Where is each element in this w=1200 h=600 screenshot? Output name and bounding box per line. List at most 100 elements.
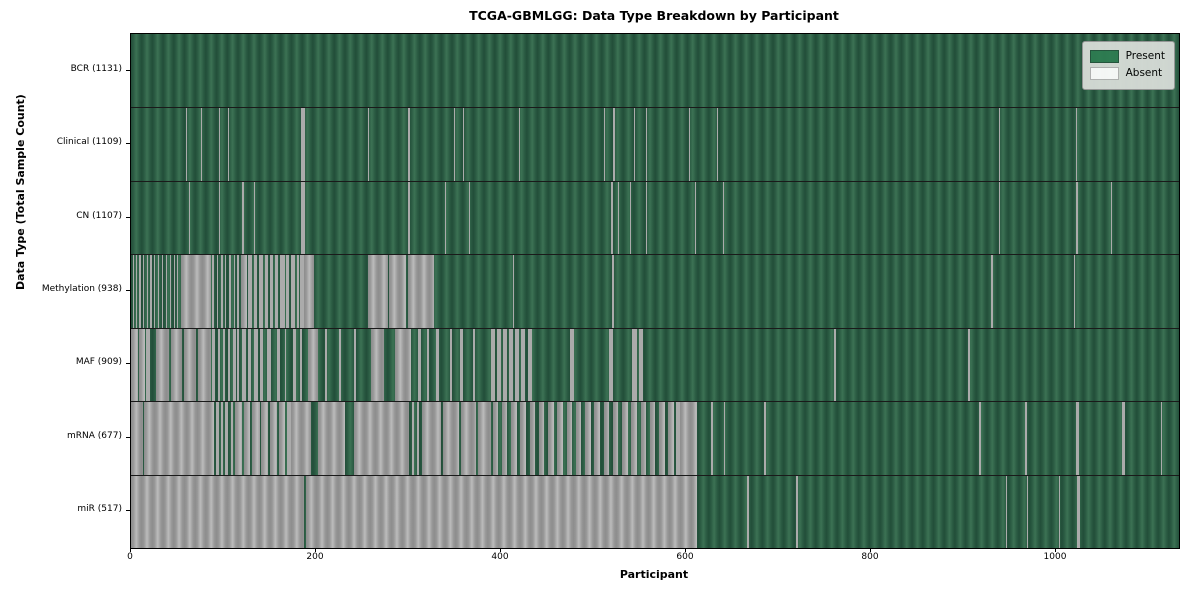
absent-cell: [170, 328, 182, 402]
data-row-Clinical: [131, 107, 1179, 181]
absent-cell: [1121, 402, 1126, 475]
absent-cell: [291, 255, 295, 328]
y-tick-label-BCR: BCR (1131): [70, 63, 122, 74]
absent-cell: [131, 402, 144, 475]
absent-cell: [511, 402, 517, 475]
absent-cell: [477, 402, 491, 475]
y-axis: BCR (1131) Clinical (1109) CN (1107) Methyl…: [0, 0, 130, 600]
absent-cell: [197, 328, 211, 402]
absent-cell: [277, 328, 280, 402]
absent-cell: [265, 255, 268, 328]
absent-cell: [269, 255, 274, 328]
absent-cell: [1074, 255, 1076, 328]
absent-cell: [1160, 402, 1163, 475]
absent-cell: [492, 402, 499, 475]
data-row-mRNA: [131, 401, 1179, 475]
absent-cell: [258, 255, 264, 328]
absent-cell: [183, 328, 196, 402]
absent-cell: [688, 108, 690, 181]
absent-cell: [453, 108, 455, 181]
absent-cell: [155, 328, 169, 402]
absent-cell: [520, 402, 526, 475]
chart-title: TCGA-GBMLGG: Data Type Breakdown by Part…: [469, 8, 839, 23]
absent-cell: [241, 328, 246, 402]
absent-cell: [241, 181, 244, 255]
absent-cell: [514, 328, 520, 402]
absent-cell: [143, 255, 144, 328]
absent-cell: [722, 181, 724, 255]
x-axis-label: Participant: [619, 568, 689, 581]
absent-cell: [216, 402, 219, 475]
absent-cell: [300, 255, 304, 328]
absent-cell: [407, 108, 411, 181]
absent-cell: [301, 181, 305, 255]
absent-cell: [611, 181, 613, 255]
absent-cell: [796, 475, 798, 548]
absent-cell: [394, 328, 412, 402]
y-tick-mark: [126, 510, 130, 512]
x-tick-label-1000: 1000: [1043, 552, 1067, 562]
absent-cell: [228, 328, 230, 402]
absent-cell: [998, 181, 1001, 255]
absent-cell: [612, 108, 615, 181]
absent-cell: [668, 402, 674, 475]
absent-cell: [325, 328, 328, 402]
y-tick-label-mRNA: mRNA (677): [67, 430, 122, 441]
absent-cell: [445, 181, 447, 255]
absent-cell: [139, 255, 142, 328]
absent-cell: [461, 402, 476, 475]
absent-cell: [527, 328, 533, 402]
absent-cell: [603, 402, 610, 475]
absent-cell: [154, 255, 156, 328]
absent-cell: [218, 181, 220, 255]
absent-cell: [513, 255, 514, 328]
absent-cell: [1076, 108, 1078, 181]
absent-cell: [723, 402, 725, 475]
absent-cell: [261, 402, 268, 475]
absent-cell: [649, 402, 656, 475]
x-tick-label-600: 600: [676, 552, 694, 562]
data-row-MAF: [131, 327, 1179, 402]
absent-cell: [233, 255, 235, 328]
absent-cell: [631, 402, 637, 475]
absent-cell: [150, 255, 153, 328]
absent-cell: [640, 402, 647, 475]
absent-cell: [201, 108, 203, 181]
absent-cell: [254, 181, 255, 255]
absent-cell: [131, 475, 304, 548]
absent-cell: [189, 181, 191, 255]
absent-cell: [979, 402, 982, 475]
absent-cell: [490, 328, 496, 402]
absent-cell: [139, 328, 145, 402]
absent-cell: [237, 255, 240, 328]
absent-cell: [763, 402, 766, 475]
absent-cell: [161, 255, 164, 328]
absent-cell: [968, 328, 970, 402]
absent-cell: [638, 328, 643, 402]
absent-cell: [185, 108, 187, 181]
absent-cell: [254, 255, 257, 328]
absent-cell: [292, 328, 296, 402]
legend-item-absent: Absent: [1089, 67, 1165, 80]
absent-cell: [301, 108, 305, 181]
absent-cell: [279, 255, 285, 328]
x-tick-label-200: 200: [306, 552, 324, 562]
absent-cell: [1077, 475, 1081, 548]
x-tick-label-400: 400: [491, 552, 509, 562]
absent-cell: [254, 328, 258, 402]
y-tick-label-Methylation: Methylation (938): [41, 284, 122, 294]
y-tick-mark: [126, 69, 130, 71]
absent-cell: [145, 328, 151, 402]
absent-cell: [367, 255, 389, 328]
absent-cell: [296, 255, 300, 328]
absent-cell: [278, 402, 286, 475]
absent-swatch-icon: [1089, 67, 1119, 80]
absent-cell: [269, 402, 278, 475]
absent-cell: [630, 181, 632, 255]
absent-cell: [675, 402, 681, 475]
absent-cell: [521, 328, 526, 402]
x-tick-mark: [499, 548, 501, 552]
absent-cell: [450, 328, 452, 402]
x-tick-label-0: 0: [127, 552, 133, 562]
y-tick-mark: [126, 290, 130, 291]
